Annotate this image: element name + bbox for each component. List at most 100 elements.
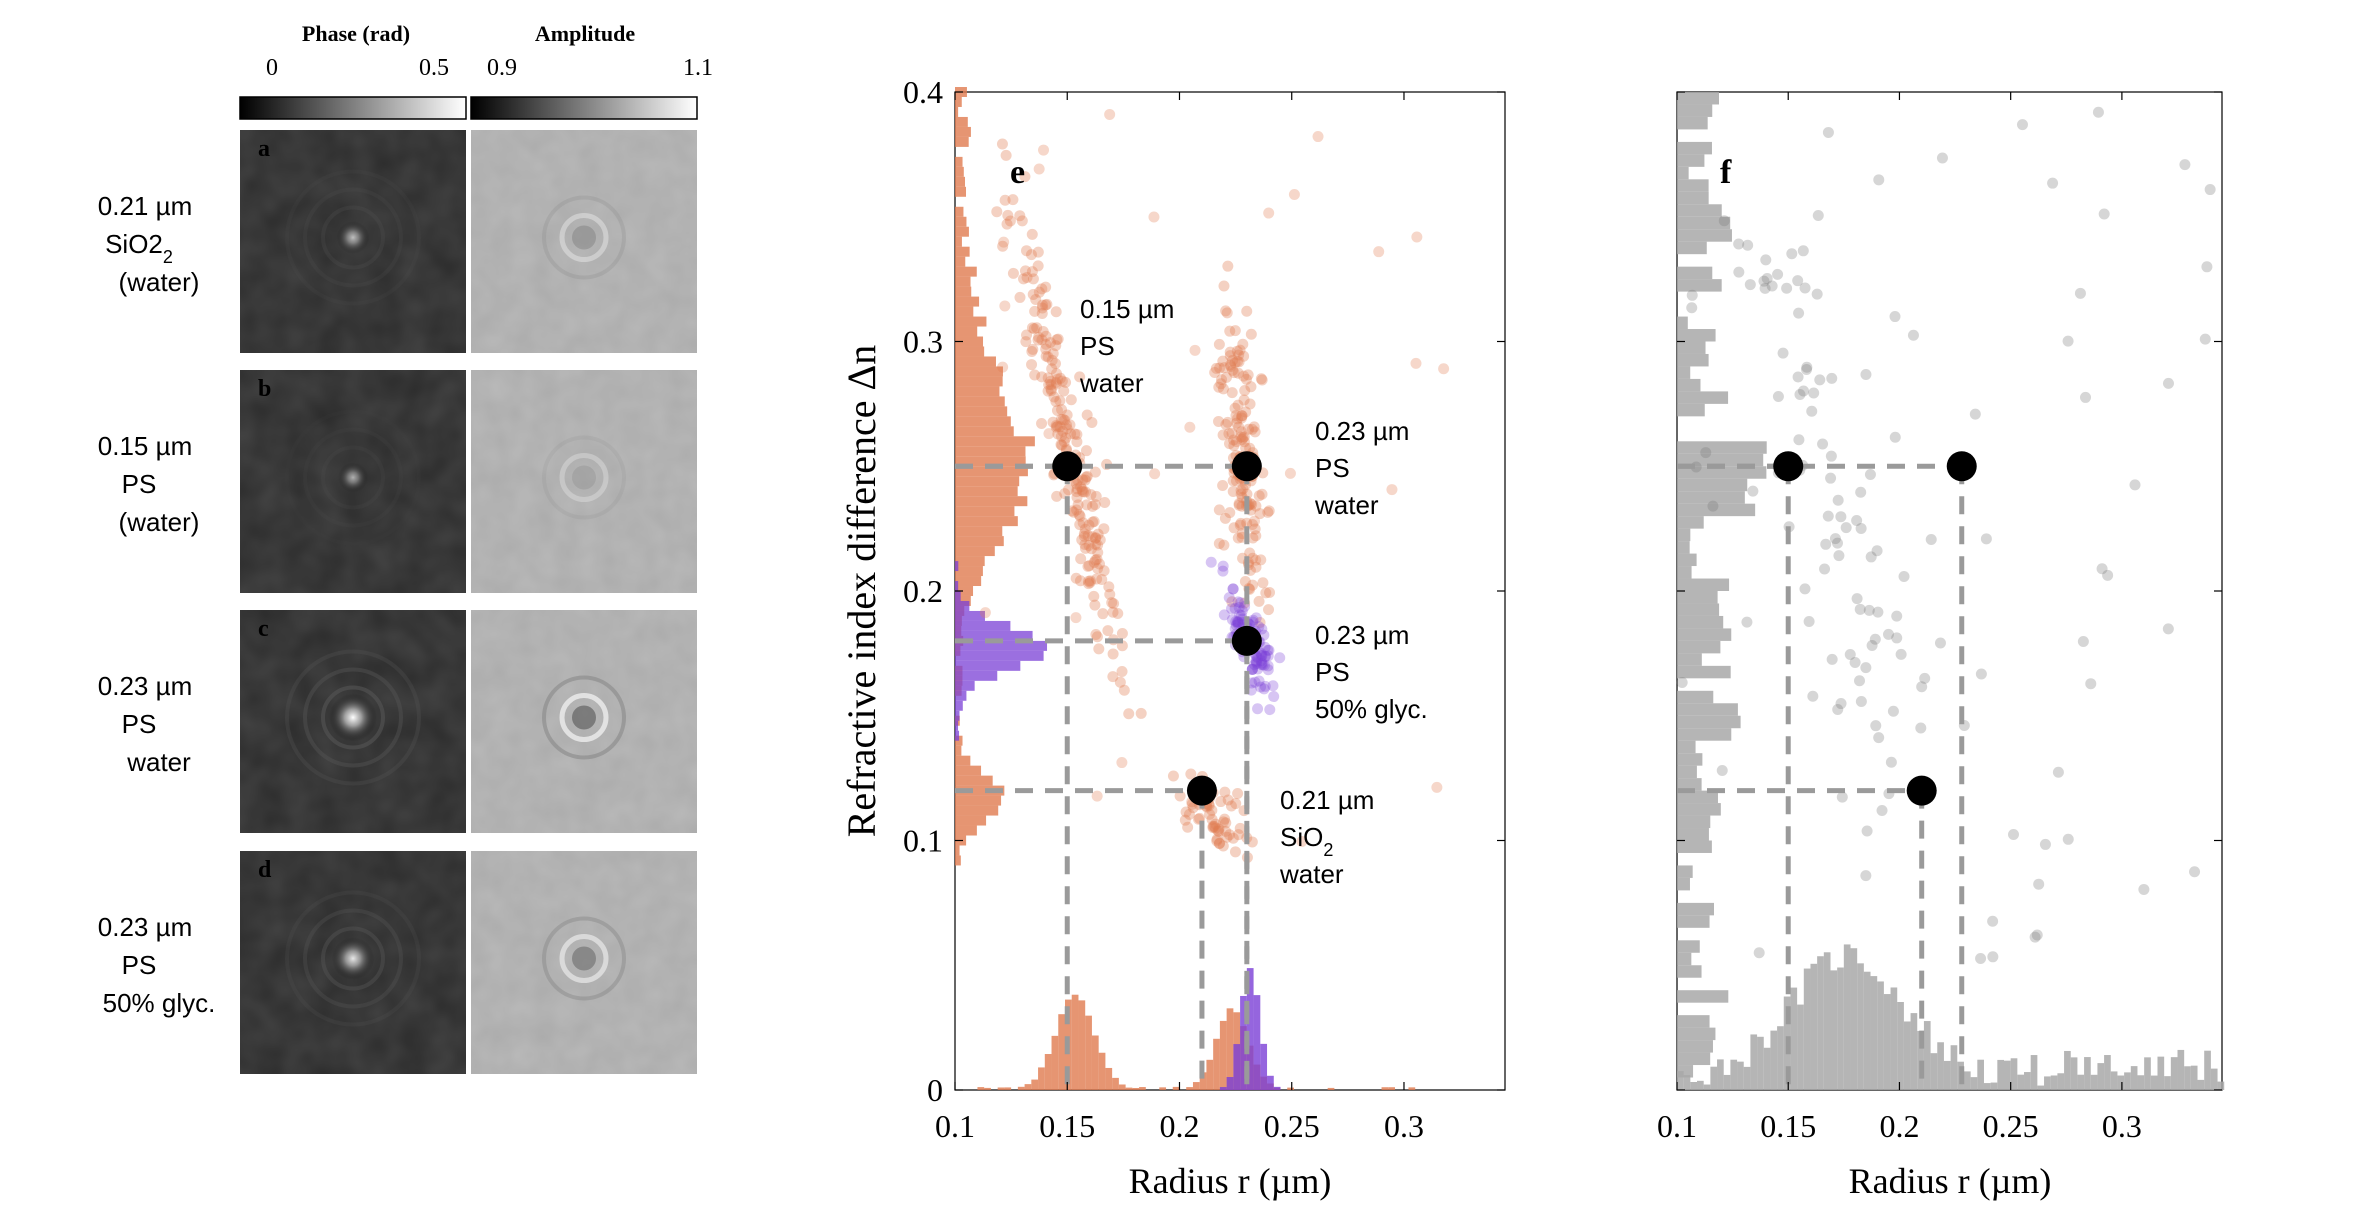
e-data-point (1252, 703, 1264, 715)
f-yhist-bar (1677, 1027, 1716, 1041)
e-data-point (1213, 504, 1225, 516)
e-reference-point (1231, 625, 1262, 656)
e-data-point (1084, 575, 1096, 587)
e-yhist-bar (955, 396, 1005, 407)
f-xhist-bar (2030, 1055, 2038, 1090)
e-xtick-label: 0.25 (1264, 1108, 1320, 1144)
e-data-point (1031, 322, 1043, 334)
e-data-point (1180, 806, 1192, 818)
e-xhist-bar (1078, 1000, 1086, 1090)
e-data-point (1052, 373, 1064, 385)
e-data-point (1231, 413, 1243, 425)
f-data-point (1822, 510, 1834, 522)
f-data-point (1870, 720, 1882, 732)
e-data-point (1373, 246, 1385, 258)
f-data-point (1812, 210, 1824, 222)
f-xhist-bar (1837, 967, 1844, 1090)
e-data-point (1230, 616, 1242, 628)
e-data-point (1218, 362, 1230, 374)
e-yhist-bar-purple (955, 710, 960, 721)
image-label-c-line-1: PS (122, 709, 157, 739)
e-data-point (1255, 648, 1267, 660)
image-label-a-line-2: (water) (119, 267, 200, 297)
e-yhist-bar (955, 486, 1018, 497)
f-xhist-bar (1857, 963, 1864, 1090)
e-data-point (1149, 468, 1161, 480)
e-yhist-bar (955, 456, 1026, 467)
e-data-point (1256, 649, 1268, 661)
e-xhist-bar-purple (1260, 1043, 1268, 1090)
f-data-point (1925, 534, 1937, 546)
e-data-point (1042, 372, 1054, 384)
f-yhist-bar (1677, 665, 1731, 679)
f-data-point (1772, 268, 1784, 280)
e-data-point (1071, 428, 1083, 440)
e-yhist-bar-purple (955, 581, 959, 591)
f-data-point (1792, 371, 1804, 383)
e-data-point (1259, 650, 1271, 662)
e-data-point (1235, 484, 1247, 496)
e-data-point (1232, 617, 1244, 629)
e-data-point (1092, 546, 1104, 558)
e-data-point (1044, 337, 1056, 349)
f-data-point (2162, 377, 2174, 389)
e-data-point (1234, 609, 1246, 621)
f-data-point (1975, 953, 1987, 965)
f-data-point (2085, 678, 2097, 690)
e-data-point (1232, 532, 1244, 544)
e-data-point (1036, 334, 1048, 346)
e-data-point (1081, 409, 1093, 421)
e-yhist-bar (955, 366, 1003, 377)
f-xhist-bar (2090, 1074, 2098, 1090)
e-data-point (1259, 680, 1271, 692)
image-row-b: b 0.15 µm PS (water) (98, 370, 697, 593)
e-data-point (1135, 707, 1147, 719)
e-data-point (1079, 486, 1091, 498)
e-data-point (1225, 800, 1237, 812)
e-data-point (1018, 273, 1030, 285)
f-yhist-bar (1677, 441, 1767, 454)
e-data-point (1051, 405, 1063, 417)
e-data-point (1045, 379, 1057, 391)
e-xhist-bar (1051, 1035, 1059, 1090)
e-data-point (1036, 371, 1048, 383)
e-data-point (1233, 421, 1245, 433)
e-data-point (1220, 817, 1232, 829)
e-data-point (1232, 788, 1244, 800)
e-data-point (1249, 676, 1261, 688)
e-data-point (1061, 423, 1073, 435)
f-data-point (1851, 514, 1863, 526)
f-xhist-bar (2024, 1072, 2031, 1090)
e-data-point (1083, 575, 1095, 587)
f-data-point (1808, 387, 1820, 399)
e-xhist-bar (1192, 1082, 1200, 1090)
e-data-point (1288, 188, 1300, 200)
e-yhist-bar (955, 216, 967, 227)
f-xhist-bar (2084, 1057, 2091, 1090)
e-yhist-bar (955, 346, 985, 357)
e-data-point (1206, 813, 1218, 825)
e-data-point (1183, 808, 1195, 820)
f-xhist-bar (2064, 1050, 2071, 1090)
e-data-point (1250, 554, 1262, 566)
f-xhist-bar (2137, 1075, 2145, 1090)
panel-e-ylabel: Refractive index difference Δn (839, 345, 884, 838)
e-data-point (1217, 383, 1229, 395)
f-data-point (1840, 522, 1852, 534)
f-yhist-bar (1677, 216, 1731, 230)
f-xhist-bar (2197, 1079, 2205, 1090)
f-yhist-bar (1677, 491, 1745, 504)
phase-image-b (240, 370, 466, 593)
panel-f-xlabel: Radius r (µm) (1849, 1161, 2052, 1201)
f-xhist-bar (1777, 1026, 1784, 1090)
f-xhist-bar (2144, 1057, 2151, 1090)
image-row-c: c 0.23 µm PS water (98, 610, 697, 833)
e-data-point (1074, 371, 1086, 383)
e-data-point (1037, 326, 1049, 338)
e-yhist-bar-purple (955, 650, 1044, 661)
e-data-point (1241, 488, 1253, 500)
f-data-point (1969, 408, 1981, 420)
e-yhist-bar (955, 446, 1026, 457)
f-data-point (1860, 662, 1872, 674)
e-data-point (1071, 486, 1083, 498)
